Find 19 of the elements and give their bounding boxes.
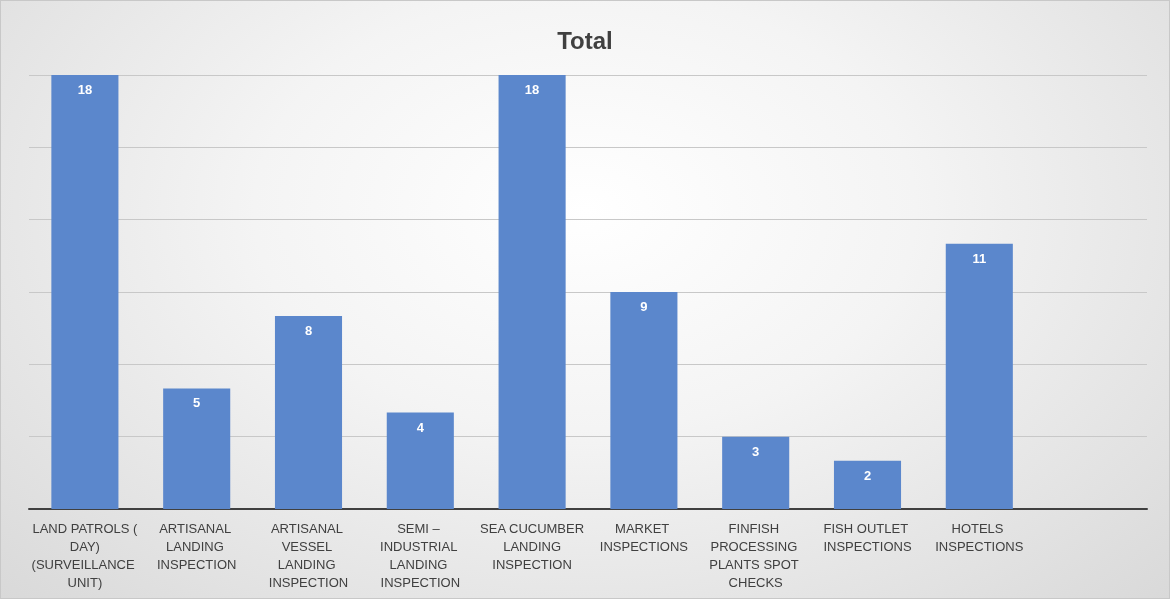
x-tick-label: FISH OUTLET INSPECTIONS: [823, 520, 912, 554]
chart-title: Total: [557, 26, 613, 54]
x-tick-label: ARTISANAL LANDING INSPECTION: [156, 520, 237, 572]
data-label: 11: [972, 250, 987, 266]
data-label: 18: [524, 82, 540, 97]
data-label: 3: [752, 443, 760, 459]
x-tick-label: FINFISH PROCESSING PLANTS SPOT CHECKS: [709, 520, 803, 590]
x-tick-label: ARTISANAL VESSEL LANDING INSPECTION: [268, 520, 349, 590]
x-tick-label: HOTELS INSPECTIONS: [935, 520, 1024, 554]
x-tick-label: SEMI – INDUSTRIAL LANDING INSPECTION: [380, 520, 461, 590]
data-label: 2: [863, 467, 872, 483]
x-tick-label: SEA CUCUMBER LANDING INSPECTION: [480, 520, 585, 572]
data-label: 4: [416, 419, 425, 435]
x-tick-label: LAND PATROLS ( DAY) (SURVEILLANCE UNIT): [31, 520, 139, 590]
data-label: 18: [77, 82, 93, 97]
data-label: 9: [640, 299, 648, 314]
data-label: 5: [193, 395, 201, 411]
x-tick-label: MARKET INSPECTIONS: [599, 520, 689, 554]
data-label: 8: [304, 323, 313, 339]
